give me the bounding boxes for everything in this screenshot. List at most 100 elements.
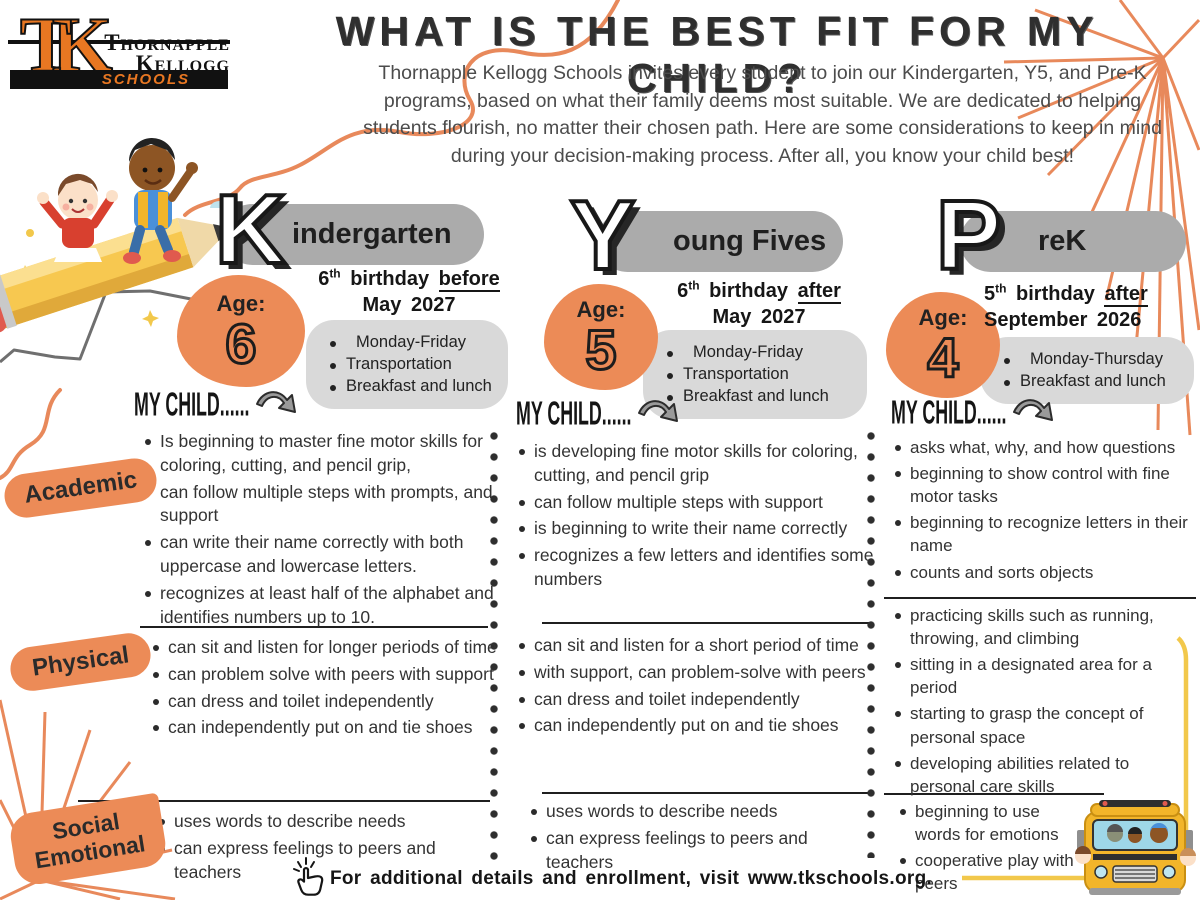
list-item: recognizes at least half of the alphabet…: [138, 582, 498, 630]
prek-academic-list: asks what, why, and how questions beginn…: [888, 436, 1196, 587]
curved-arrow-icon: [638, 400, 679, 422]
bday-num: 6: [318, 268, 330, 290]
section-divider: [542, 792, 870, 794]
logo-name-line2: Kellogg: [135, 51, 230, 77]
section-divider: [140, 626, 488, 628]
bday-num: 6: [677, 280, 689, 302]
squiggle-line: [183, 0, 620, 217]
young-fives-header-pill: oung Fives: [597, 211, 843, 272]
logo-school-name: Thornapple Kellogg: [64, 30, 230, 77]
list-item: with support, can problem-solve with pee…: [512, 661, 882, 685]
prek-header-pill: reK: [960, 211, 1186, 272]
curved-arrow-icon: [1013, 399, 1054, 421]
young-fives-physical-list: can sit and listen for a short period of…: [512, 634, 882, 741]
star-sparkle-2: [142, 310, 159, 327]
curved-arrow-icon: [256, 391, 297, 413]
list-item: starting to grasp the concept of persona…: [888, 702, 1198, 748]
list-item: beginning to recognize letters in their …: [888, 511, 1196, 557]
kindergarten-features-pill: Monday-Friday Transportation Breakfast a…: [306, 320, 508, 409]
feature-item: Transportation: [663, 365, 851, 384]
dotted-separator-right: [866, 430, 876, 858]
list-item: can write their name correctly with both…: [138, 531, 498, 579]
feature-item: Breakfast and lunch: [663, 387, 851, 406]
page-title: WHAT IS THE BEST FIT FOR MY CHILD?: [335, 8, 1099, 101]
bday-underlined: after: [1104, 283, 1148, 307]
prek-birthday-rule: 5th birthday after September 2026: [984, 281, 1199, 333]
school-bus-illustration: [1075, 800, 1196, 895]
kindergarten-header-pill: indergarten: [222, 204, 484, 265]
prek-age-number: 4: [926, 326, 960, 390]
prek-name-rest: reK: [1038, 225, 1087, 257]
age-label: Age:: [216, 291, 266, 317]
list-item: can follow multiple steps with prompts, …: [138, 481, 498, 529]
list-item: counts and sorts objects: [888, 561, 1196, 584]
logo-banner: SCHOOLS: [10, 70, 228, 89]
zigzag-line: [0, 289, 231, 364]
kindergarten-social-list: uses words to describe needs can express…: [152, 810, 484, 887]
list-item: can independently put on and tie shoes: [146, 716, 498, 740]
list-item: beginning to show control with fine moto…: [888, 462, 1196, 508]
list-item: Is beginning to master fine motor skills…: [138, 430, 498, 478]
list-item: beginning to use words for emotions: [893, 800, 1083, 846]
prek-initial: P: [934, 180, 1003, 290]
young-fives-initial: Y: [568, 180, 637, 290]
list-item: practicing skills such as running, throw…: [888, 604, 1198, 650]
kid-boy: [123, 137, 198, 264]
feature-item: Breakfast and lunch: [326, 377, 492, 396]
footer-enrollment-text: For additional details and enrollment, v…: [330, 868, 933, 889]
school-logo: TK Thornapple Kellogg SCHOOLS: [4, 5, 234, 96]
logo-name-line1: Thornapple: [104, 30, 230, 55]
list-item: is beginning to write their name correct…: [512, 517, 876, 541]
bday-mid: birthday: [350, 268, 430, 290]
list-item: can sit and listen for longer periods of…: [146, 636, 498, 660]
list-item: uses words to describe needs: [524, 800, 864, 824]
age-label: Age:: [576, 297, 626, 323]
list-item: sitting in a designated area for a perio…: [888, 653, 1198, 699]
kindergarten-my-child-label: MY CHILD......: [134, 386, 299, 423]
list-item: recognizes a few letters and identifies …: [512, 544, 876, 592]
young-fives-age-badge: Age: 5: [544, 284, 658, 390]
click-cursor-icon: [293, 857, 324, 896]
young-fives-social-list: uses words to describe needs can express…: [524, 800, 864, 877]
list-item: can dress and toilet independently: [146, 690, 498, 714]
feature-item: Breakfast and lunch: [1000, 372, 1178, 391]
young-fives-name-rest: oung Fives: [673, 225, 827, 257]
kindergarten-initial: K: [213, 174, 288, 284]
list-item: can independently put on and tie shoes: [512, 714, 882, 738]
section-divider: [78, 800, 490, 802]
kindergarten-physical-list: can sit and listen for longer periods of…: [146, 636, 498, 743]
list-item: uses words to describe needs: [152, 810, 484, 834]
bday-num: 5: [984, 283, 996, 305]
section-divider: [884, 793, 1104, 795]
kindergarten-birthday-rule: 6th birthday before May 2027: [306, 266, 512, 318]
prek-social-list: beginning to use words for emotions coop…: [893, 800, 1083, 898]
kindergarten-age-number: 6: [224, 312, 258, 376]
list-item: can express feelings to peers and teache…: [524, 827, 864, 875]
list-item: is developing fine motor skills for colo…: [512, 440, 876, 488]
bday-mid: birthday: [709, 280, 788, 302]
bday-underlined: after: [797, 280, 841, 304]
age-label: Age:: [918, 305, 968, 331]
kindergarten-academic-list: Is beginning to master fine motor skills…: [138, 430, 498, 632]
dotted-separator-left: [489, 430, 499, 868]
bday-sup: th: [995, 281, 1007, 296]
kid-girl: [37, 173, 118, 262]
section-divider: [884, 597, 1196, 599]
list-item: asks what, why, and how questions: [888, 436, 1196, 459]
list-item: can problem solve with peers with suppor…: [146, 663, 498, 687]
bday-sup: th: [329, 266, 341, 281]
bday-sup: th: [688, 278, 700, 293]
feature-item: Monday-Friday: [663, 343, 851, 362]
bday-line2: September 2026: [984, 309, 1142, 331]
prek-age-badge: Age: 4: [886, 292, 1000, 398]
logo-banner-text: SCHOOLS: [101, 71, 190, 88]
kindergarten-name-rest: indergarten: [292, 218, 452, 250]
list-item: can follow multiple steps with support: [512, 491, 876, 515]
list-item: developing abilities related to personal…: [888, 752, 1198, 798]
kindergarten-age-badge: Age: 6: [177, 275, 305, 387]
feature-item: Transportation: [326, 355, 492, 374]
feature-item: Monday-Friday: [326, 333, 492, 352]
section-divider: [542, 622, 870, 624]
young-fives-features-pill: Monday-Friday Transportation Breakfast a…: [643, 330, 867, 419]
